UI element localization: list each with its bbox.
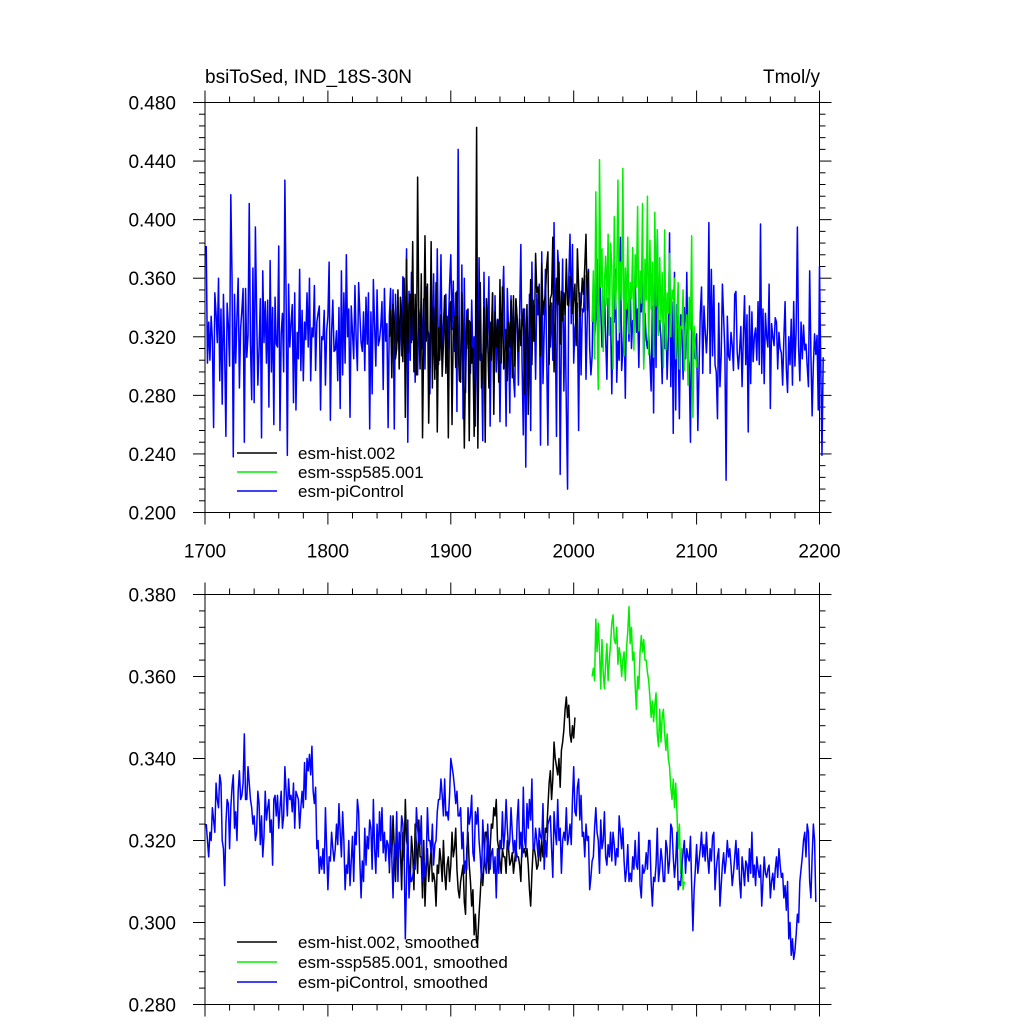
y-tick-label: 0.200 [128,504,176,525]
legend-label: esm-hist.002 [298,444,395,463]
series-line-esm-ssp585-001 [591,158,698,419]
y-tick-label: 0.360 [128,269,176,290]
y-tick-label: 0.280 [128,996,176,1017]
x-tick-label: 2000 [553,542,595,563]
y-tick-label: 0.360 [128,668,176,689]
y-tick-label: 0.440 [128,152,176,173]
y-tick-label: 0.400 [128,211,176,232]
legend-label: esm-piControl, smoothed [298,973,488,992]
series-line-esm-picontrol-smoothed [205,733,817,961]
legend-label: esm-piControl [298,482,404,501]
y-tick-label: 0.320 [128,832,176,853]
bottom-panel-frame [204,594,820,1005]
y-tick-label: 0.280 [128,386,176,407]
bottom-panel-ticks: 0.280 0.300 0.320 0.340 0.360 0.380 [128,582,832,1017]
y-tick-label: 0.320 [128,328,176,349]
x-tick-label: 1900 [430,542,472,563]
bottom-panel-series [205,606,817,961]
top-panel: bsiToSed, IND_18S-30N Tmol/y 1700 1800 190… [128,67,840,563]
top-panel-ticks: 1700 1800 1900 2000 2100 2200 0.200 0.240 0.280 0… [128,90,841,563]
series-line-esm-ssp585-001-smoothed [591,606,686,891]
bottom-panel: 0.280 0.300 0.320 0.340 0.360 0.380 esm-hist.… [128,582,832,1017]
top-panel-title: bsiToSed, IND_18S-30N [205,67,412,88]
y-tick-label: 0.380 [128,586,176,607]
top-panel-units: Tmol/y [763,67,821,88]
y-tick-label: 0.340 [128,750,176,771]
y-tick-label: 0.300 [128,914,176,935]
x-tick-label: 1800 [307,542,349,563]
x-tick-label: 2200 [798,542,840,563]
x-tick-label: 2100 [675,542,717,563]
x-tick-label: 1700 [184,542,226,563]
legend-label: esm-ssp585.001 [298,463,424,482]
legend-label: esm-hist.002, smoothed [298,933,479,952]
series-line-esm-hist-002 [388,126,590,449]
series-line-esm-picontrol [205,148,824,490]
y-tick-label: 0.240 [128,445,176,466]
legend-label: esm-ssp585.001, smoothed [298,953,508,972]
y-tick-label: 0.480 [128,94,176,115]
top-panel-series [205,126,824,490]
